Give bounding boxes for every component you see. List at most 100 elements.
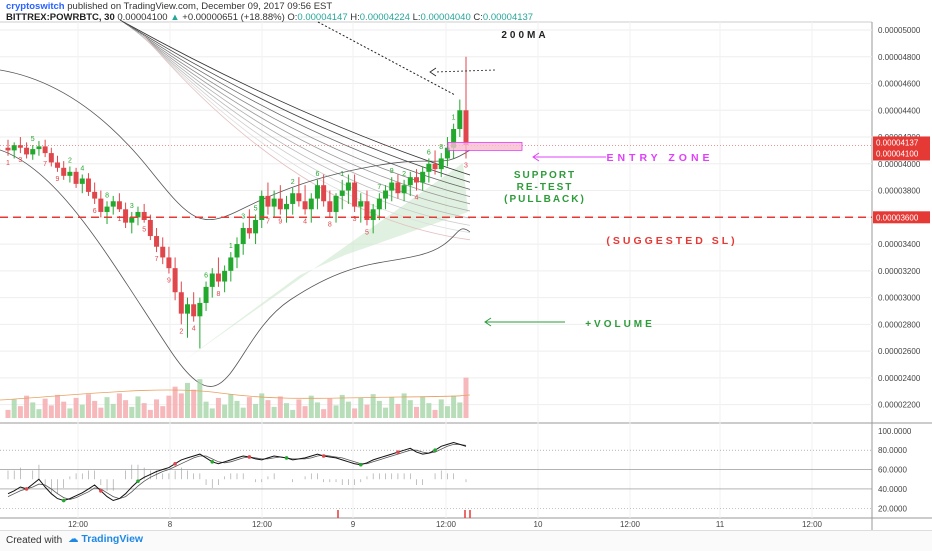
volume-bar: [79, 404, 85, 418]
candle-body: [352, 182, 358, 207]
price-tick-label: 0.00004600: [878, 80, 921, 89]
volume-bar: [147, 409, 153, 418]
volume-bar: [222, 404, 228, 418]
candle-body: [5, 147, 11, 151]
tradingview-cloud-icon: ☁: [68, 533, 79, 545]
candle-body: [259, 195, 265, 220]
candle-body: [457, 110, 463, 130]
chart-header-line2: BITTREX:POWRBTC, 30 0.00004100 ▲ +0.0000…: [6, 12, 533, 24]
footer-bar: Created with ☁ TradingView: [0, 530, 932, 551]
candle-body: [92, 191, 98, 199]
sequence-count-label: 6: [316, 171, 320, 178]
chart-header-line1: cryptoswitch published on TradingView.co…: [6, 1, 332, 13]
volume-bar: [178, 393, 184, 418]
volume-label: +VOLUME: [585, 319, 655, 330]
price-chart[interactable]: 1 3 5 7 9 2 4 6 8 1 3 5 7 9 2 4 6 8 1 3 5 7 9 2 4 6 8 1 3 5 7 9 2 4 6 8 1 3 0…: [0, 0, 932, 530]
sequence-count-label: 7: [43, 161, 47, 168]
candle-body: [253, 219, 259, 234]
candle-body: [420, 171, 426, 183]
volume-bar: [364, 404, 370, 418]
sequence-count-label: 5: [31, 136, 35, 143]
sequence-count-label: 5: [142, 227, 146, 234]
volume-bar: [135, 396, 141, 418]
sequence-count-label: 3: [241, 214, 245, 221]
candle-body: [85, 178, 91, 192]
candle-body: [197, 302, 203, 317]
volume-bar: [259, 393, 265, 418]
volume-bar: [376, 400, 382, 418]
sequence-count-label: 1: [117, 216, 121, 223]
candle-body: [172, 268, 178, 293]
oscillator-signal-dot: [247, 455, 252, 459]
tradingview-logo[interactable]: ☁ TradingView: [68, 533, 143, 545]
candle-body: [308, 198, 314, 210]
volume-bar: [11, 399, 17, 418]
candle-body: [104, 206, 110, 212]
volume-bar: [191, 389, 197, 418]
volume-bar: [48, 405, 54, 418]
candle-body: [277, 198, 283, 210]
candle-body: [116, 201, 122, 210]
volume-bar: [234, 400, 240, 418]
oscillator-signal-dot: [173, 461, 177, 466]
candle-body: [438, 158, 444, 170]
candle-body: [265, 195, 271, 207]
price-tick-label: 0.00003200: [878, 267, 921, 276]
candle-body: [166, 257, 172, 269]
candle-body: [11, 145, 17, 151]
oscillator-d-line: [7, 444, 467, 500]
oscillator-tick-label: 60.0000: [878, 466, 907, 475]
oscillator-tick-label: 100.0000: [878, 427, 912, 436]
close-value: 0.00004137: [482, 12, 534, 23]
sequence-count-label: 2: [402, 171, 406, 178]
candle-body: [73, 171, 79, 184]
candle-body: [395, 182, 401, 194]
volume-bar: [228, 394, 234, 418]
candle-body: [141, 211, 147, 220]
price-tick-label: 0.00002200: [878, 401, 921, 410]
volume-bar: [358, 397, 364, 418]
volume-bar: [314, 402, 320, 418]
price-tick-label: 0.00003000: [878, 294, 921, 303]
moving-average-line: [122, 21, 471, 183]
time-tick-label: 11: [716, 520, 725, 529]
entry-price-tag-bg: [873, 147, 930, 160]
volume-bar: [426, 403, 432, 418]
volume-bar: [172, 386, 178, 418]
volume-bar: [463, 377, 469, 418]
sequence-count-label: 9: [167, 278, 171, 285]
candle-body: [42, 146, 48, 154]
low-label: L:: [412, 12, 421, 23]
low-value: 0.00004040: [420, 12, 471, 23]
volume-bar: [61, 401, 67, 418]
sequence-count-label: 9: [390, 168, 394, 175]
author-link[interactable]: cryptoswitch: [6, 1, 65, 12]
time-tick-label: 9: [351, 520, 356, 529]
symbol-label[interactable]: BITTREX:POWRBTC, 30: [6, 12, 115, 23]
candle-body: [290, 193, 296, 204]
sequence-count-label: 3: [130, 203, 134, 210]
volume-bar: [327, 398, 333, 418]
candle-body: [444, 147, 450, 159]
volume-bar: [296, 399, 302, 418]
ma200-line: [317, 21, 456, 96]
candle-body: [234, 244, 240, 258]
volume-bar: [92, 400, 98, 418]
candle-body: [55, 162, 61, 168]
price-tick-label: 0.00004800: [878, 53, 921, 62]
retest-label: RE-TEST: [517, 182, 574, 193]
sequence-count-label: 7: [377, 184, 381, 191]
candle-body: [79, 178, 85, 184]
price-tick-label: 0.00003400: [878, 240, 921, 249]
oscillator-signal-dot: [358, 462, 363, 467]
sequence-count-label: 3: [18, 157, 22, 164]
oscillator-signal-dot: [136, 479, 140, 483]
volume-bar: [284, 403, 290, 418]
candle-body: [432, 163, 438, 170]
volume-bar: [123, 400, 129, 418]
candle-body: [364, 201, 370, 220]
candle-body: [451, 129, 457, 148]
volume-bar: [209, 408, 215, 418]
sequence-count-label: 8: [328, 221, 332, 228]
candle-body: [135, 211, 141, 218]
